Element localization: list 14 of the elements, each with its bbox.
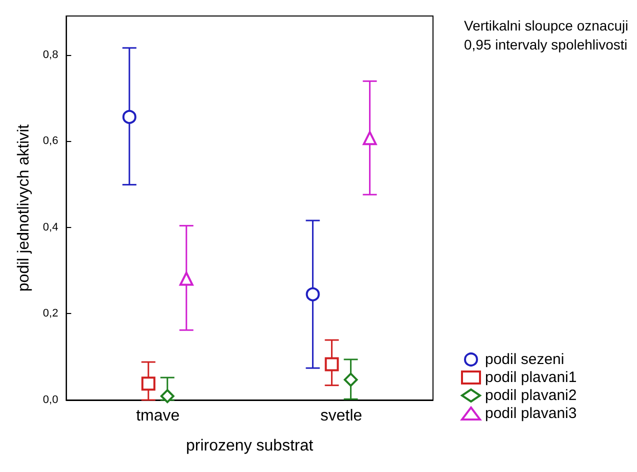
x-axis-title: prirozeny substrat (186, 438, 314, 454)
legend-label: podil plavani3 (485, 405, 577, 422)
legend-label: podil plavani2 (485, 387, 577, 404)
y-tick-label: 0,8 (42, 48, 58, 61)
y-tick-label: 0,6 (42, 135, 58, 148)
legend-label: podil sezeni (485, 351, 564, 368)
legend-label: podil plavani1 (485, 369, 577, 386)
x-tick-label: svetle (320, 408, 362, 424)
y-tick-label: 0,2 (42, 308, 58, 320)
y-tick-label: 0,4 (42, 221, 58, 234)
y-axis-title: podil jednotlivych aktivit (16, 124, 32, 292)
y-tick-label: 0,0 (42, 394, 58, 406)
text: Vertikalni sloupce oznacuji 0,95 intervaly spolehlivosti (464, 18, 632, 52)
x-tick-label: tmave (136, 408, 180, 424)
